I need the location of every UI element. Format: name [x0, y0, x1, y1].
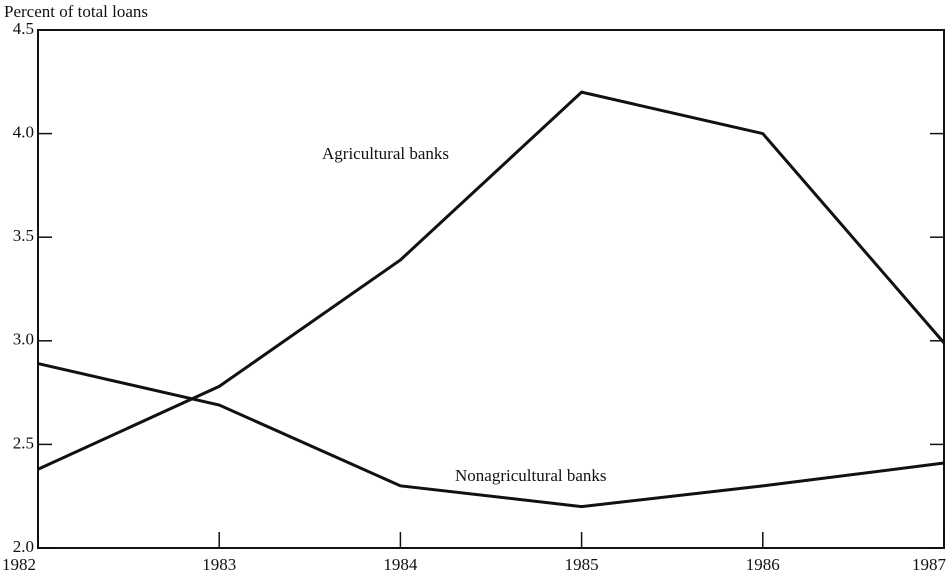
- x-tick-label: 1987: [912, 555, 946, 574]
- x-tick-label: 1984: [383, 555, 418, 574]
- x-tick-label: 1986: [746, 555, 780, 574]
- series-label: Nonagricultural banks: [455, 466, 607, 485]
- y-tick-label: 2.0: [13, 537, 34, 556]
- x-tick-label: 1985: [565, 555, 599, 574]
- y-tick-label: 3.0: [13, 330, 34, 349]
- y-tick-label: 2.5: [13, 433, 34, 452]
- series-line: [37, 90, 946, 471]
- y-tick-label: 3.5: [13, 226, 34, 245]
- y-tick-label: 4.5: [13, 19, 34, 38]
- x-tick-label: 1982: [2, 555, 36, 574]
- y-tick-label: 4.0: [13, 123, 34, 142]
- x-tick-label: 1983: [202, 555, 236, 574]
- y-axis-label: Percent of total loans: [4, 2, 148, 21]
- plot-frame: [37, 29, 945, 549]
- series-label: Agricultural banks: [322, 144, 449, 163]
- series-line: [37, 362, 945, 509]
